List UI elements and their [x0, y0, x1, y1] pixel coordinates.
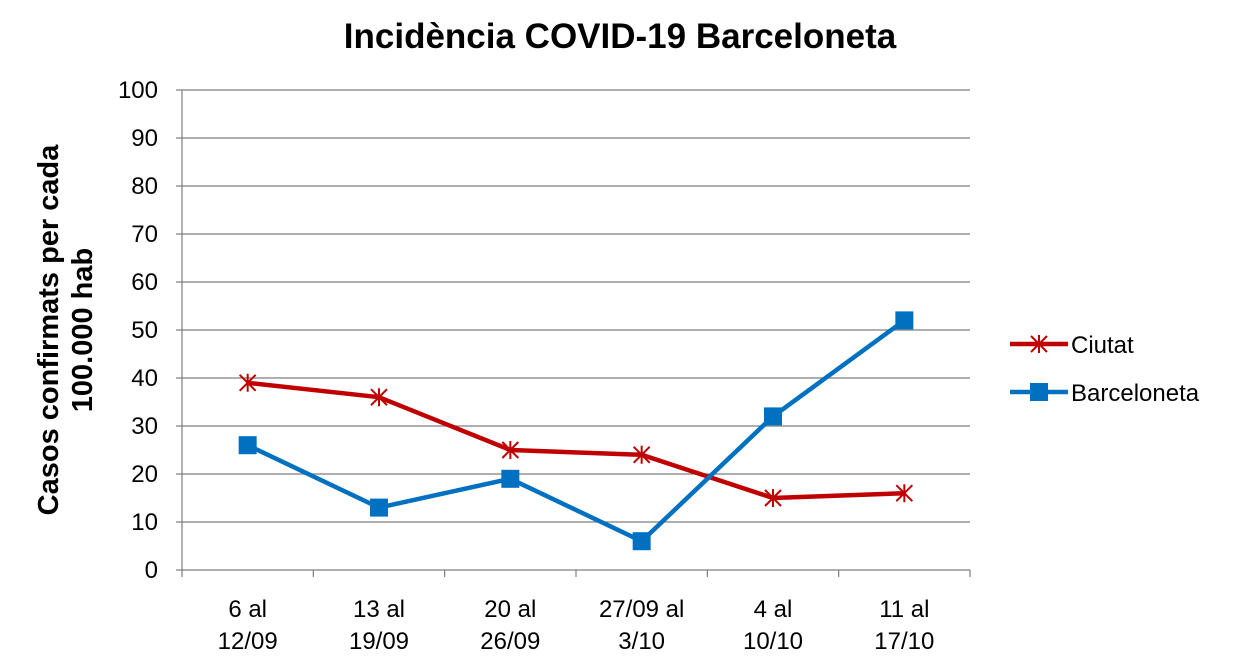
series [238, 311, 914, 551]
marker [895, 484, 914, 503]
series [238, 373, 914, 507]
marker [1030, 335, 1048, 353]
y-tick-label: 0 [145, 557, 158, 584]
marker [501, 469, 520, 488]
y-tick-label: 40 [131, 365, 158, 392]
x-tick-label: 11 al 17/10 [874, 596, 934, 655]
marker [370, 498, 388, 517]
y-tick-label: 70 [131, 221, 158, 248]
y-axis-title: Casos confirmats per cada100.000 hab [33, 144, 99, 516]
y-tick-label: 10 [131, 509, 158, 536]
y-tick-label: 30 [131, 413, 158, 440]
marker [764, 407, 782, 426]
marker [764, 489, 782, 507]
marker [370, 388, 388, 407]
marker [238, 436, 257, 455]
y-tick-label: 90 [131, 125, 158, 152]
y-tick-label: 80 [131, 173, 158, 200]
marker [1030, 383, 1048, 401]
x-tick-label: 4 al 10/10 [743, 596, 803, 655]
marker [501, 441, 520, 459]
y-tick-label: 50 [131, 317, 158, 344]
y-tick-label: 60 [131, 269, 158, 296]
y-tick-label: 20 [131, 461, 158, 488]
chart-title: Incidència COVID-19 Barceloneta [344, 17, 897, 56]
x-tick-label: 6 al 12/09 [218, 596, 278, 655]
y-tick-label: 100 [118, 77, 158, 104]
x-tick-label: 13 al 19/09 [349, 596, 409, 655]
legend-label: Barceloneta [1071, 380, 1200, 407]
line [246, 318, 906, 544]
legend-label: Ciutat [1071, 332, 1134, 359]
marker [632, 445, 651, 464]
marker [632, 532, 651, 551]
x-tick-label: 20 al 26/09 [480, 596, 540, 655]
line [247, 380, 905, 501]
marker [895, 311, 914, 330]
x-tick-label: 27/09 al 3/10 [599, 596, 684, 655]
marker [238, 373, 257, 392]
